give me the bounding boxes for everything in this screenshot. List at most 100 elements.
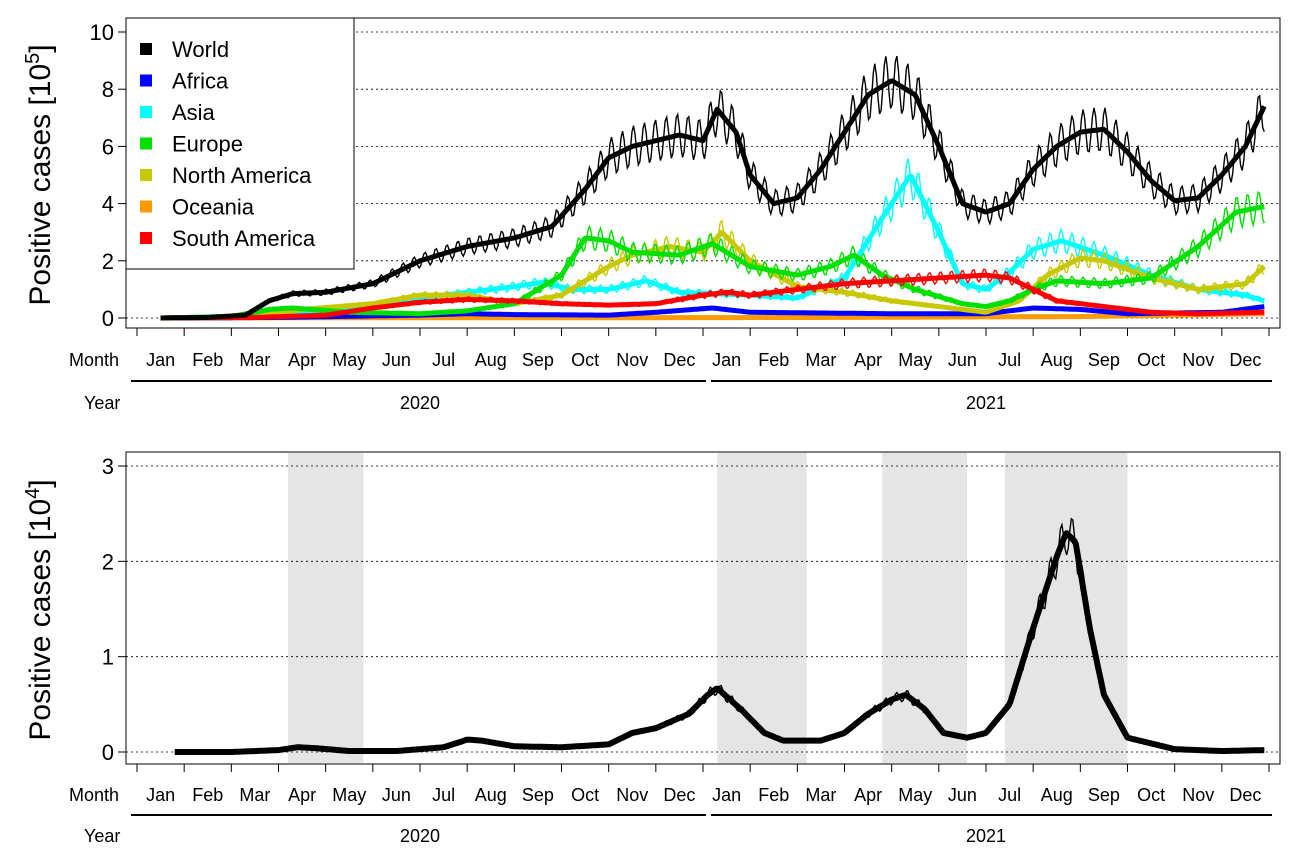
year-row-label: Year (84, 826, 120, 846)
y-axis-label-text: Positive cases [10 (24, 64, 57, 306)
y-axis-label-exponent: 4 (22, 488, 44, 499)
month-label: Mar (805, 785, 836, 805)
month-label: Jul (998, 350, 1021, 370)
month-label: Oct (571, 350, 599, 370)
shaded-period (882, 453, 968, 763)
month-label: Nov (1182, 350, 1214, 370)
y-tick-label: 1 (102, 645, 114, 670)
series-line-smoothed-world (159, 78, 1267, 321)
bottom-panel-cases: 0 1 2 3 Positive cases [104] Jan Feb Mar Apr May J… (22, 451, 1281, 846)
month-label: Sep (522, 350, 554, 370)
month-label: Oct (1137, 350, 1165, 370)
legend: World Africa Asia Europe North America Oceani… (125, 17, 355, 270)
month-label: Sep (522, 785, 554, 805)
shaded-period (1004, 453, 1128, 763)
year-row-label: Year (84, 393, 120, 413)
month-label: Apr (288, 785, 316, 805)
month-label: Aug (1041, 785, 1073, 805)
y-axis-label-close: ] (24, 44, 57, 52)
legend-label: South America (172, 226, 316, 251)
month-label: Mar (239, 350, 270, 370)
year-label: 2020 (400, 393, 440, 413)
y-axis-label: Positive cases [104] (22, 479, 57, 740)
month-label: Jul (432, 350, 455, 370)
legend-label: Europe (172, 132, 243, 157)
month-label: Jan (146, 350, 175, 370)
month-label: Nov (616, 350, 648, 370)
month-label: Mar (239, 785, 270, 805)
y-tick-label: 10 (90, 20, 114, 45)
month-row-label: Month (69, 350, 119, 370)
month-label: Jun (382, 350, 411, 370)
legend-swatch (140, 200, 152, 213)
y-tick-label: 0 (102, 306, 114, 331)
shaded-period (287, 453, 364, 763)
month-label: Dec (1229, 350, 1261, 370)
month-label: Dec (663, 350, 695, 370)
month-label: Nov (1182, 785, 1214, 805)
year-label: 2020 (400, 826, 440, 846)
legend-label: Oceania (172, 195, 255, 220)
month-label: Oct (1137, 785, 1165, 805)
legend-label: Asia (172, 100, 216, 125)
month-label: Feb (758, 350, 789, 370)
month-label: Jul (432, 785, 455, 805)
month-label: Jan (712, 350, 741, 370)
month-label: Sep (1088, 350, 1120, 370)
legend-swatch (140, 137, 152, 150)
y-axis-label-text: Positive cases [10 (24, 499, 57, 741)
month-label: Sep (1088, 785, 1120, 805)
month-label: Jul (998, 785, 1021, 805)
y-axis-label: Positive cases [105] (22, 44, 57, 305)
y-tick-label: 0 (102, 740, 114, 765)
legend-swatch (140, 169, 152, 181)
series-line-smoothed-cases (173, 530, 1266, 755)
year-label: 2021 (966, 393, 1006, 413)
y-axis-label-exponent: 5 (22, 53, 44, 64)
legend-swatch (140, 74, 152, 87)
month-label: Nov (616, 785, 648, 805)
month-label: Jun (948, 350, 977, 370)
month-label: Jan (146, 785, 175, 805)
month-label: Feb (758, 785, 789, 805)
month-label: May (332, 350, 366, 370)
month-label: Mar (805, 350, 836, 370)
month-label: Jun (382, 785, 411, 805)
series-line-smoothed-africa (159, 304, 1266, 321)
y-tick-label: 6 (102, 134, 114, 159)
month-label: Apr (288, 350, 316, 370)
month-label: Oct (571, 785, 599, 805)
month-label: Aug (1041, 350, 1073, 370)
y-tick-label: 2 (102, 549, 114, 574)
month-label: Dec (1229, 785, 1261, 805)
legend-swatch (140, 43, 152, 55)
month-label: May (898, 785, 932, 805)
legend-label: World (172, 37, 229, 62)
month-label: May (332, 785, 366, 805)
legend-swatch (140, 106, 152, 118)
legend-label: North America (172, 163, 312, 188)
month-label: Aug (475, 785, 507, 805)
legend-label: Africa (172, 69, 229, 94)
month-label: Feb (192, 785, 223, 805)
y-tick-label: 2 (102, 249, 114, 274)
legend-swatch (140, 232, 152, 244)
y-axis-label-close: ] (24, 479, 57, 487)
month-label: Jun (948, 785, 977, 805)
month-label: Apr (854, 785, 882, 805)
legend-box (125, 17, 355, 270)
month-label: Apr (854, 350, 882, 370)
y-tick-label: 3 (102, 454, 114, 479)
shaded-period (717, 453, 807, 763)
top-panel-cases-by-continent: 0 2 4 6 8 10 Positive cases [105] Jan Feb Mar Apr M… (22, 17, 1281, 413)
y-tick-label: 4 (102, 192, 114, 217)
month-label: Aug (475, 350, 507, 370)
series-line-smoothed-south-america (159, 272, 1266, 321)
month-label: May (898, 350, 932, 370)
month-label: Jan (712, 785, 741, 805)
year-label: 2021 (966, 826, 1006, 846)
month-label: Feb (192, 350, 223, 370)
y-tick-label: 8 (102, 77, 114, 102)
month-row-label: Month (69, 785, 119, 805)
